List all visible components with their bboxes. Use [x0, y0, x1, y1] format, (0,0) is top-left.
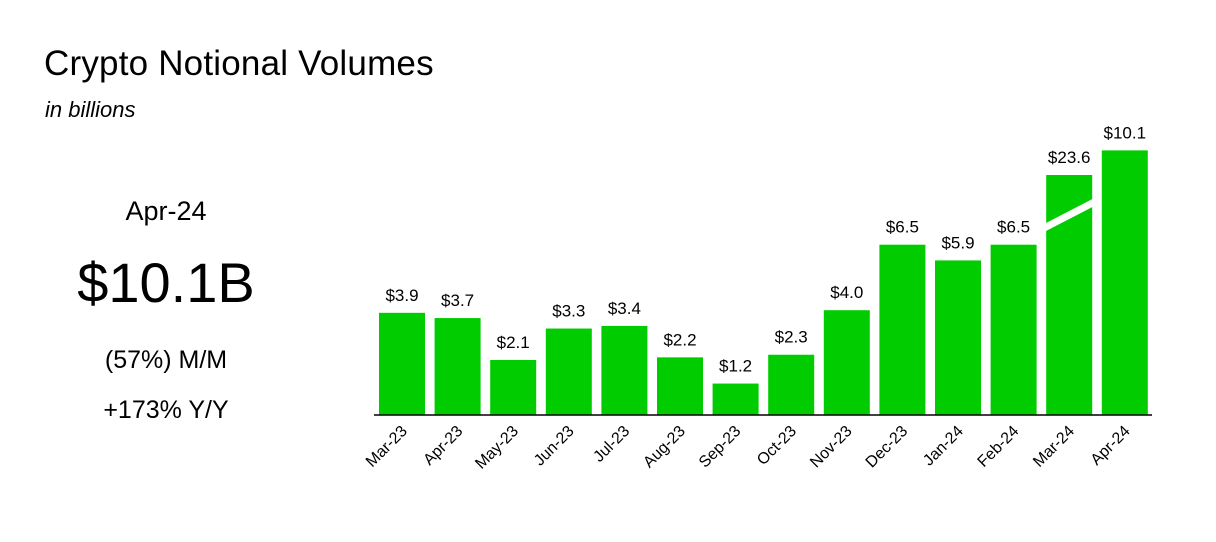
- chart-title: Crypto Notional Volumes: [44, 44, 434, 83]
- x-tick-label: Apr-23: [420, 423, 466, 469]
- bar: [434, 318, 481, 415]
- kpi-year-over-year: +173% Y/Y: [103, 396, 229, 424]
- data-label: $3.9: [385, 286, 418, 305]
- data-label: $3.3: [552, 302, 585, 321]
- bar: [990, 244, 1037, 415]
- chart-subtitle: in billions: [45, 97, 136, 122]
- bar: [657, 357, 703, 415]
- data-label: $4.0: [830, 283, 863, 302]
- data-label: $6.5: [997, 218, 1030, 237]
- data-label: $23.6: [1048, 148, 1091, 167]
- x-tick-label: Nov-23: [807, 423, 856, 472]
- x-tick-label: Oct-23: [754, 423, 800, 469]
- bar: [712, 383, 759, 415]
- kpi-value: $10.1B: [77, 251, 255, 314]
- bar: [935, 260, 981, 415]
- data-label: $6.5: [886, 218, 919, 237]
- bar: [601, 325, 648, 415]
- kpi-period: Apr-24: [125, 196, 207, 226]
- axis-break-gap: [1040, 196, 1099, 234]
- bar: [379, 312, 425, 415]
- data-label: $2.2: [663, 330, 696, 349]
- data-label: $5.9: [941, 233, 974, 252]
- data-label: $2.1: [497, 333, 530, 352]
- x-tick-label: Sep-23: [696, 423, 745, 472]
- x-tick-label: Feb-24: [975, 423, 1023, 471]
- x-tick-label: Jan-24: [920, 423, 967, 470]
- x-tick-label: Apr-24: [1088, 423, 1134, 469]
- x-tick-label: Mar-23: [363, 423, 411, 471]
- x-tick-label: May-23: [472, 423, 522, 473]
- x-tick-label: Mar-24: [1030, 423, 1078, 471]
- data-label: $3.4: [608, 299, 641, 318]
- data-label: $10.1: [1104, 123, 1147, 142]
- bar: [879, 244, 926, 415]
- bar: [490, 359, 537, 415]
- bar: [1101, 150, 1148, 415]
- kpi-month-over-month: (57%) M/M: [104, 346, 228, 374]
- data-label: $3.7: [441, 291, 474, 310]
- data-label: $2.3: [775, 328, 808, 347]
- data-label: $1.2: [719, 357, 752, 376]
- x-tick-label: Aug-23: [640, 423, 689, 472]
- bar: [545, 328, 592, 415]
- x-tick-label: Jul-23: [590, 423, 633, 466]
- x-tick-label: Dec-23: [863, 423, 912, 472]
- bar: [823, 310, 870, 415]
- bar: [768, 354, 815, 415]
- x-tick-label: Jun-23: [531, 423, 578, 470]
